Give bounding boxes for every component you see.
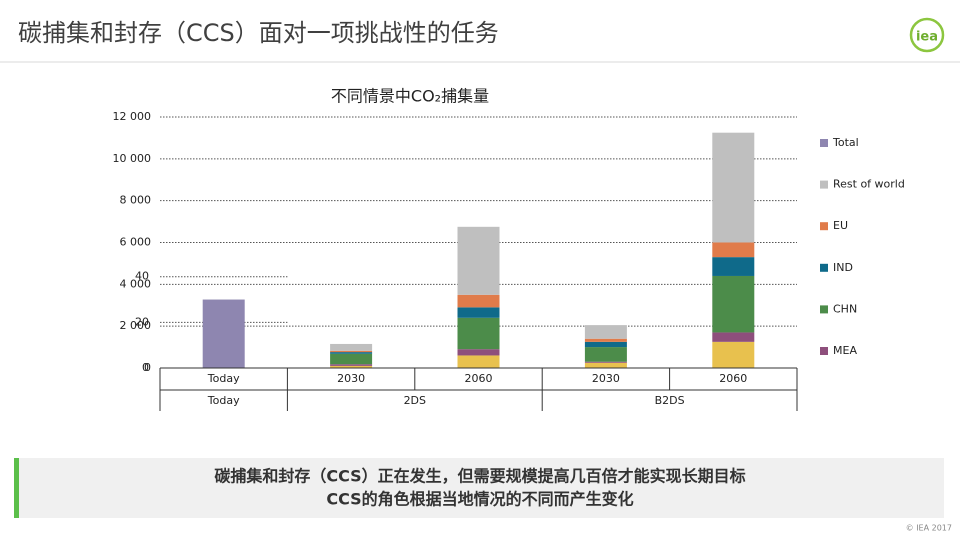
legend-label: EU (833, 219, 848, 232)
bar-segment (457, 355, 500, 368)
summary-box (14, 458, 944, 518)
y2-tick-label: 40 (135, 270, 149, 283)
bar-segment (330, 365, 373, 368)
bar-segment (330, 350, 373, 353)
slide-title: 碳捕集和封存（CCS）面对一项挑战性的任务 (18, 19, 499, 47)
y-tick-label: 4 000 (120, 277, 152, 290)
bar-segment (584, 361, 627, 363)
legend-swatch (820, 180, 828, 189)
bar-segment (712, 242, 755, 258)
logo: iea (916, 30, 938, 45)
bar-segment (457, 294, 500, 308)
bar (202, 299, 245, 368)
y-tick-label: 10 000 (113, 152, 152, 165)
bar-segment (584, 325, 627, 339)
summary-line: 碳捕集和封存（CCS）正在发生，但需要规模提高几百倍才能实现长期目标 (214, 467, 745, 486)
bar-segment (712, 341, 755, 368)
legend-swatch (820, 139, 828, 147)
bar-segment (712, 132, 755, 243)
bar-segment (712, 275, 755, 333)
y-tick-label: 2 000 (120, 319, 152, 332)
bar-segment (584, 362, 627, 368)
y-tick-label: 8 000 (120, 194, 152, 207)
summary-accent (14, 458, 19, 518)
summary-line: CCS的角色根据当地情况的不同而产生变化 (326, 490, 633, 509)
bar-segment (330, 353, 373, 365)
y-tick-label: 12 000 (113, 110, 152, 123)
legend-swatch (820, 263, 828, 272)
bar-segment (457, 226, 500, 295)
copyright: © IEA 2017 (906, 524, 952, 533)
bar-segment (584, 341, 627, 348)
group-label: 2DS (404, 394, 426, 407)
legend-label: MEA (833, 344, 857, 357)
bar-segment (457, 307, 500, 318)
y-tick-label: 0 (144, 361, 151, 374)
bar-segment (712, 257, 755, 276)
bar-segment (712, 332, 755, 342)
chart-title: 不同情景中CO₂捕集量 (331, 87, 489, 106)
group-label: B2DS (655, 394, 685, 407)
x-tick-label: Today (207, 372, 240, 385)
legend-swatch (820, 305, 828, 314)
legend-label: CHN (833, 302, 857, 315)
x-tick-label: 2030 (337, 372, 365, 385)
x-tick-label: 2060 (719, 372, 747, 385)
y-tick-label: 6 000 (120, 236, 152, 249)
logo-ring (909, 17, 945, 53)
legend-swatch (820, 222, 828, 231)
y2-tick-label: 20 (135, 315, 149, 328)
legend-label: Rest of world (833, 178, 905, 191)
bar-segment (330, 343, 373, 351)
legend-label: Total (832, 136, 859, 149)
legend-label: IND (833, 261, 853, 274)
bar-segment (584, 338, 627, 342)
x-tick-label: 2030 (592, 372, 620, 385)
bar-segment (457, 317, 500, 350)
y2-tick-label: 0 (142, 361, 149, 374)
bar-segment (584, 347, 627, 362)
bar-segment (330, 352, 373, 354)
legend-swatch (820, 347, 828, 355)
bar-segment (457, 349, 500, 356)
bar-segment (330, 364, 373, 366)
group-label: Today (207, 394, 240, 407)
x-tick-label: 2060 (465, 372, 493, 385)
